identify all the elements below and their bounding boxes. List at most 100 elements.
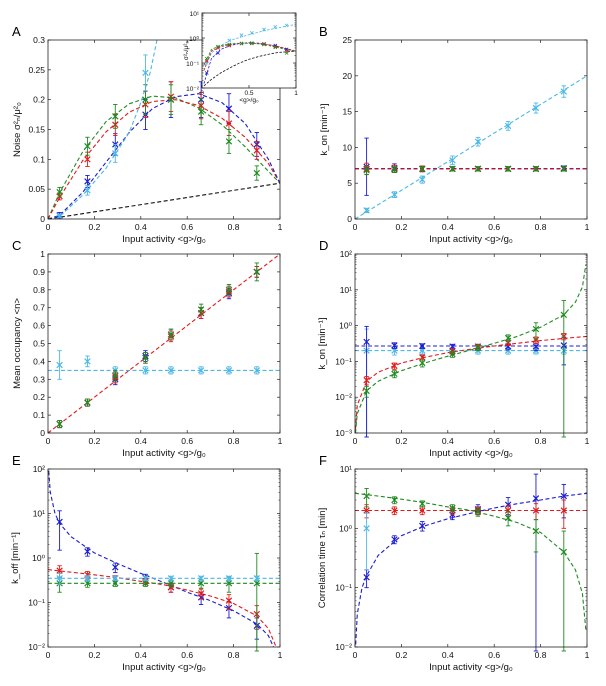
data-point-red — [419, 507, 426, 514]
data-point-green — [474, 165, 482, 173]
fit-curve-blue — [355, 492, 587, 645]
data-point-blue — [391, 342, 398, 349]
y-axis-label: Noise σ²ₙ/μ²₀ — [12, 102, 23, 157]
y-tick-label: 0.2 — [33, 95, 45, 105]
x-tick-label: 1 — [585, 222, 590, 232]
data-point-cyan — [419, 176, 426, 183]
fit-curve-cyan — [203, 24, 296, 71]
x-tick-label: 0 — [46, 650, 51, 660]
x-tick-label: 0.2 — [88, 222, 100, 232]
panel-label: B — [319, 24, 328, 39]
data-point-cyan — [225, 575, 233, 582]
fit-curve-green — [355, 492, 587, 630]
data-point-cyan — [84, 575, 91, 582]
data-point-cyan — [363, 525, 370, 532]
data-point-cyan — [84, 358, 91, 365]
y-tick-label: 0.15 — [28, 125, 45, 135]
x-tick-label: 1 — [278, 436, 283, 446]
data-point-green — [197, 306, 205, 313]
data-point-cyan — [273, 24, 278, 29]
data-point-cyan — [112, 575, 119, 582]
y-tick-label: 1 — [40, 249, 45, 259]
data-point-red — [532, 507, 540, 514]
x-tick-label: 0 — [46, 222, 51, 232]
data-point-green — [419, 500, 426, 507]
x-axis-label: <g>/g₀ — [239, 97, 259, 104]
x-axis-label: Input activity <g>/g₀ — [429, 234, 513, 245]
data-point-green — [142, 96, 149, 103]
data-point-cyan — [142, 69, 149, 77]
data-point-red — [363, 376, 370, 384]
data-point-green — [239, 41, 244, 46]
plot-area — [48, 253, 280, 433]
x-tick-label: 0.4 — [442, 222, 454, 232]
data-point-blue — [532, 343, 540, 350]
fit-curve-black — [203, 50, 296, 87]
fit-curve-green — [355, 264, 587, 433]
x-tick-label: 0.2 — [88, 650, 100, 660]
data-point-green — [560, 165, 568, 173]
axes-frame — [47, 468, 281, 648]
data-point-green — [253, 268, 261, 276]
fit-curve-green — [48, 95, 280, 219]
panel-E: 0 0.2 0.4 0.6 0.8 1 10⁻² 10⁻¹ 10⁰ 10¹ 10² Input act… — [10, 453, 283, 673]
y-tick-label: 0.1 — [33, 154, 45, 164]
data-point-green — [391, 166, 398, 173]
y-tick-label: 0.05 — [28, 184, 45, 194]
x-tick-label: 0.6 — [488, 436, 500, 446]
data-point-green — [225, 138, 233, 145]
data-point-red — [363, 507, 370, 514]
y-tick-label: 10² — [340, 249, 352, 259]
data-point-cyan — [262, 27, 266, 32]
inset-background — [202, 13, 296, 88]
panel-label: C — [12, 238, 21, 253]
x-tick-label: 0.4 — [442, 650, 454, 660]
data-point-green — [284, 51, 289, 55]
data-point-cyan — [239, 33, 244, 38]
data-point-green — [474, 508, 482, 516]
y-axis-label: k_on [min⁻¹] — [317, 317, 328, 369]
y-tick-label: 0 — [40, 428, 45, 438]
data-point-green — [112, 580, 119, 587]
x-tick-label: 0.4 — [135, 650, 147, 660]
panel-label: A — [12, 24, 21, 39]
data-point-green — [84, 399, 91, 406]
x-tick-label: 0.5 — [244, 90, 253, 97]
fit-curve-red — [48, 99, 280, 219]
data-point-cyan — [197, 575, 205, 582]
fit-curve-blue — [203, 42, 296, 84]
data-point-cyan — [391, 191, 398, 198]
y-axis-label: k_on [min⁻¹] — [319, 103, 330, 155]
y-tick-label: 0.3 — [33, 374, 45, 384]
data-point-green — [391, 496, 398, 504]
fit-curve-red — [48, 253, 280, 433]
y-tick-label: 10⁰ — [32, 553, 45, 563]
x-tick-label: 1 — [585, 436, 590, 446]
y-tick-label: 25 — [343, 35, 353, 45]
y-tick-label: 5 — [347, 178, 352, 188]
data-point-cyan — [249, 31, 254, 35]
data-point-green — [225, 286, 233, 294]
y-tick-label: 10⁻¹ — [335, 356, 352, 366]
y-tick-label: 10⁰ — [189, 35, 199, 43]
data-point-cyan — [225, 367, 233, 374]
data-point-cyan — [56, 575, 63, 582]
data-point-red — [391, 362, 398, 370]
data-point-cyan — [253, 367, 261, 374]
x-tick-label: 0.8 — [228, 650, 240, 660]
y-tick-label: 10⁻¹ — [186, 61, 200, 68]
y-tick-label: 10⁰ — [339, 321, 352, 331]
data-point-green — [262, 42, 266, 47]
y-tick-label: 10¹ — [340, 285, 352, 295]
y-tick-label: 15 — [343, 107, 353, 117]
data-point-red — [504, 339, 512, 347]
data-point-green — [216, 44, 220, 49]
y-tick-label: 0 — [347, 214, 352, 224]
data-point-green — [449, 504, 456, 512]
y-tick-label: 10⁻² — [186, 86, 200, 93]
x-tick-label: 0 — [200, 90, 204, 97]
data-point-blue — [225, 105, 233, 112]
x-tick-label: 1 — [278, 222, 283, 232]
y-tick-label: 0.5 — [33, 339, 45, 349]
